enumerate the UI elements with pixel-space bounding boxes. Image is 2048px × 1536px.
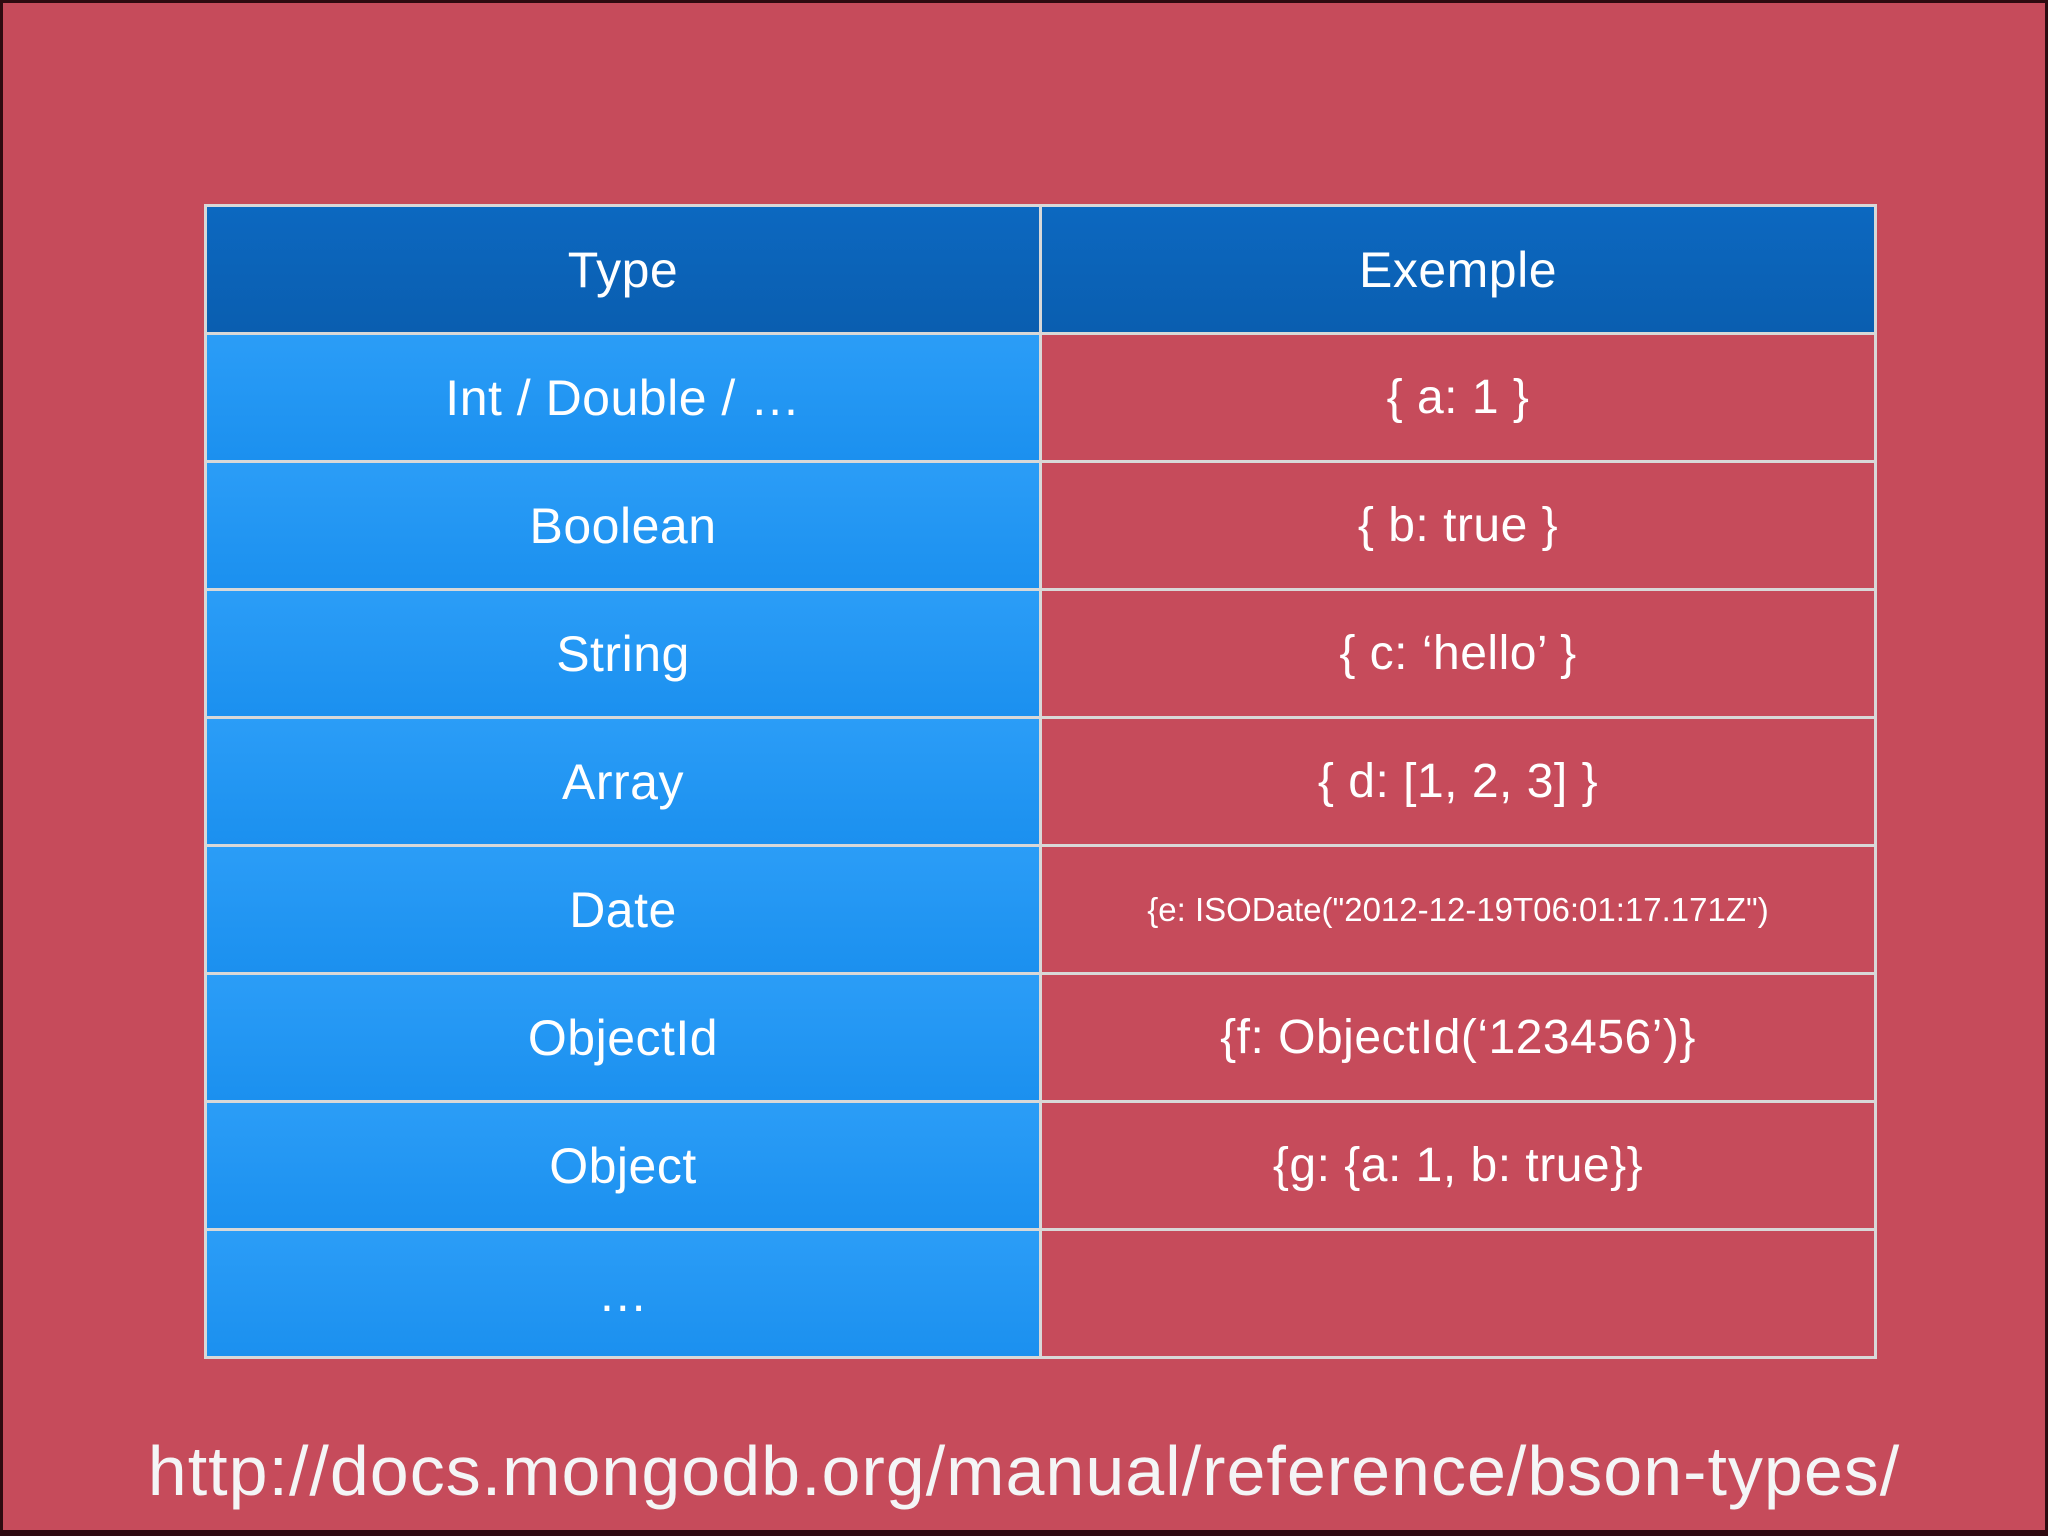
- example-cell-date: {e: ISODate("2012-12-19T06:01:17.171Z"): [1042, 847, 1874, 972]
- type-cell-string: String: [207, 591, 1039, 716]
- example-cell-ellipsis: [1042, 1231, 1874, 1356]
- type-cell-array: Array: [207, 719, 1039, 844]
- type-cell-objectid: ObjectId: [207, 975, 1039, 1100]
- type-cell-object: Object: [207, 1103, 1039, 1228]
- example-cell-array: { d: [1, 2, 3] }: [1042, 719, 1874, 844]
- example-cell-string: { c: ‘hello’ }: [1042, 591, 1874, 716]
- type-cell-ellipsis: …: [207, 1231, 1039, 1356]
- example-cell-int-double: { a: 1 }: [1042, 335, 1874, 460]
- type-cell-boolean: Boolean: [207, 463, 1039, 588]
- type-cell-date: Date: [207, 847, 1039, 972]
- example-cell-objectid: {f: ObjectId(‘123456’)}: [1042, 975, 1874, 1100]
- bson-types-table: Type Exemple Int / Double / … { a: 1 } B…: [204, 204, 1877, 1359]
- header-cell-type: Type: [207, 207, 1039, 332]
- example-cell-boolean: { b: true }: [1042, 463, 1874, 588]
- source-url: http://docs.mongodb.org/manual/reference…: [147, 1432, 1901, 1510]
- type-cell-int-double: Int / Double / …: [207, 335, 1039, 460]
- header-cell-exemple: Exemple: [1042, 207, 1874, 332]
- example-cell-object: {g: {a: 1, b: true}}: [1042, 1103, 1874, 1228]
